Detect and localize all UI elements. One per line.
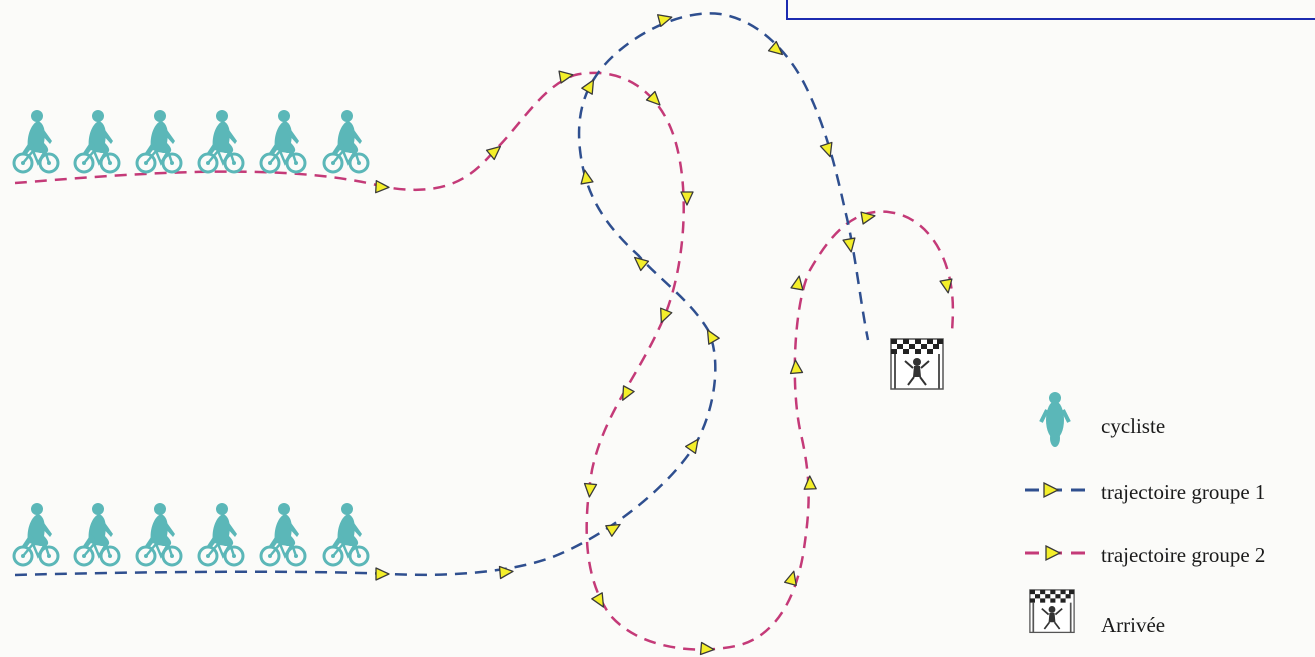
cyclist-icon [73, 501, 121, 567]
arrow-right-icon [498, 565, 514, 580]
arrow-right-icon [784, 570, 797, 586]
cyclist-icon [135, 501, 183, 567]
arrow-right-icon [767, 40, 784, 56]
arrow-right-icon [605, 523, 621, 537]
arrow-right-icon [660, 307, 673, 324]
arrow-right-icon [645, 90, 661, 106]
arrow-right-icon [699, 641, 715, 656]
arrow-right-icon [939, 278, 953, 294]
cyclist-icon [12, 108, 60, 174]
arrow-right-icon [789, 359, 804, 375]
legend-group2-sample [1025, 544, 1092, 562]
trajectory-group-1 [14, 12, 870, 577]
arrow-right-icon [591, 592, 605, 608]
cyclist-icon [259, 501, 307, 567]
arrow-right-icon [1043, 481, 1060, 499]
arrow-right-icon [485, 145, 502, 161]
cyclist-icon [322, 108, 370, 174]
cyclist-icon [322, 501, 370, 567]
cyclist-icon [197, 108, 245, 174]
arrow-right-icon [375, 180, 390, 194]
arrow-right-icon [790, 275, 804, 291]
arrow-right-icon [583, 482, 598, 498]
arrow-right-icon [375, 567, 390, 581]
arrow-right-icon [622, 385, 635, 401]
arrow-right-icon [1045, 544, 1062, 562]
legend-cyclist-icon [1039, 392, 1071, 447]
arrow-right-icon [706, 329, 720, 345]
arrow-right-icon [558, 70, 574, 84]
legend-finish-icon [1029, 589, 1075, 634]
legend-cyclist-label: cycliste [1101, 414, 1166, 438]
arrow-right-icon [580, 169, 594, 185]
cyclist-icon [12, 501, 60, 567]
arrow-right-icon [581, 79, 595, 95]
arrow-right-icon [803, 475, 817, 490]
legend-group1-sample [1025, 481, 1092, 499]
arrow-right-icon [842, 237, 856, 253]
finish-flag-icon [890, 338, 944, 390]
arrow-right-icon [633, 256, 650, 272]
cyclist-icon [135, 108, 183, 174]
arrow-right-icon [680, 191, 694, 206]
legend-group1-label: trajectoire groupe 1 [1101, 480, 1266, 504]
cyclist-icon [73, 108, 121, 174]
arrow-right-icon [684, 438, 699, 455]
arrow-right-icon [819, 141, 833, 158]
legend-group2-label: trajectoire groupe 2 [1101, 543, 1266, 567]
arrow-right-icon [657, 14, 673, 27]
cyclist-icon [259, 108, 307, 174]
cyclist-icon [197, 501, 245, 567]
legend-finish-label: Arrivée [1101, 613, 1166, 637]
arrow-right-icon [860, 211, 876, 225]
top-frame-border [786, 0, 1315, 20]
